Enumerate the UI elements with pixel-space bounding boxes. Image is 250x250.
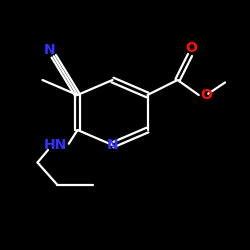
Text: N: N (107, 138, 118, 152)
Text: O: O (200, 88, 212, 102)
Text: HN: HN (44, 138, 66, 152)
Text: N: N (44, 43, 55, 57)
Text: O: O (185, 40, 197, 54)
